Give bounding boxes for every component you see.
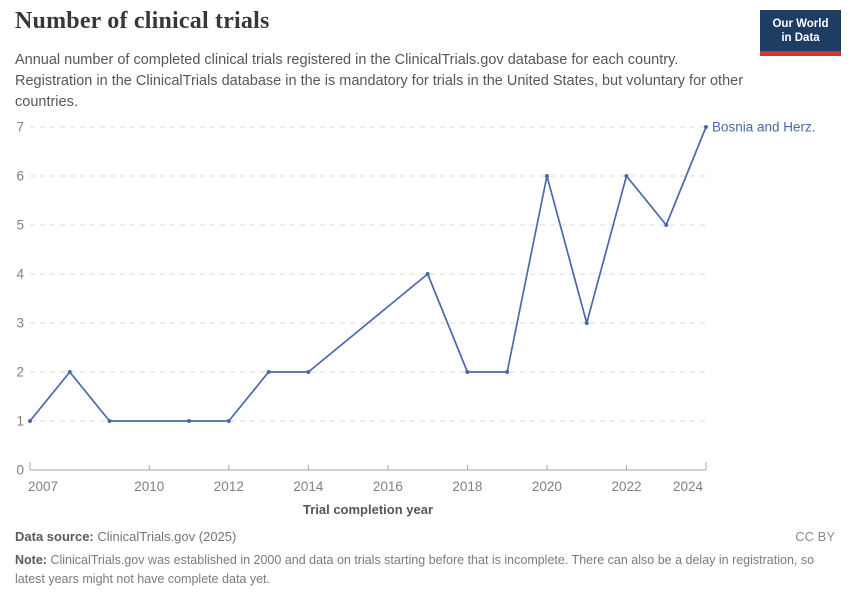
x-tick-label: 2018 (452, 479, 482, 494)
owid-logo-line1: Our World (772, 18, 829, 30)
chart-subtitle: Annual number of completed clinical tria… (15, 52, 744, 110)
x-tick-label: 2020 (532, 479, 562, 494)
x-axis-title: Trial completion year (303, 502, 433, 517)
line-chart-canvas[interactable]: 0 1 2 3 4 5 6 7 2007 2010 2012 2014 2016 2018 2020 2022… (0, 113, 850, 525)
data-point-dot[interactable] (624, 174, 629, 178)
y-tick-label: 0 (16, 463, 24, 478)
series-label[interactable]: Bosnia and Herz. (712, 120, 816, 135)
x-tick-label: 2024 (673, 479, 704, 494)
y-tick-label: 6 (16, 169, 24, 184)
note-label: Note: (15, 553, 47, 567)
x-tick-label: 2007 (28, 479, 58, 494)
note-text: ClinicalTrials.gov was established in 20… (15, 553, 815, 586)
x-tick-label: 2014 (293, 479, 324, 494)
page-title: Number of clinical trials (15, 8, 270, 34)
y-tick-label: 7 (16, 120, 24, 135)
owid-logo-line2: in Data (781, 32, 820, 44)
y-tick-label: 4 (16, 267, 24, 282)
data-point-dot[interactable] (704, 125, 708, 129)
data-source-label: Data source: (15, 529, 94, 544)
source-row: Data source: ClinicalTrials.gov (2025) C… (15, 529, 835, 544)
data-point-dot[interactable] (664, 223, 669, 227)
x-tick-label: 2010 (134, 479, 164, 494)
y-tick-label: 5 (16, 218, 24, 233)
data-point-dot[interactable] (584, 321, 589, 325)
data-point-dot[interactable] (465, 370, 470, 374)
data-point-dot[interactable] (266, 370, 271, 374)
data-point-dot[interactable] (28, 419, 32, 423)
data-point-dot[interactable] (67, 370, 72, 374)
data-source-link[interactable]: ClinicalTrials.gov (2025) (97, 529, 237, 544)
data-point-dot[interactable] (107, 419, 112, 423)
x-tick-label: 2016 (373, 479, 403, 494)
y-tick-label: 3 (16, 316, 24, 331)
x-tick-label: 2012 (214, 479, 244, 494)
data-point-dot[interactable] (187, 419, 192, 423)
chart-footer: Data source: ClinicalTrials.gov (2025) C… (15, 529, 835, 589)
chart-note: Note: ClinicalTrials.gov was established… (15, 551, 835, 589)
data-point-dot[interactable] (306, 370, 311, 374)
y-tick-label: 2 (16, 365, 24, 380)
y-tick-label: 1 (16, 414, 24, 429)
owid-logo[interactable]: Our World in Data (760, 10, 841, 56)
data-point-dot[interactable] (544, 174, 549, 178)
data-point-dot[interactable] (425, 272, 430, 276)
data-point-dot[interactable] (505, 370, 510, 374)
data-point-dot[interactable] (226, 419, 231, 423)
license-link[interactable]: CC BY (795, 529, 835, 544)
x-tick-label: 2022 (611, 479, 641, 494)
data-source: Data source: ClinicalTrials.gov (2025) (15, 529, 236, 544)
